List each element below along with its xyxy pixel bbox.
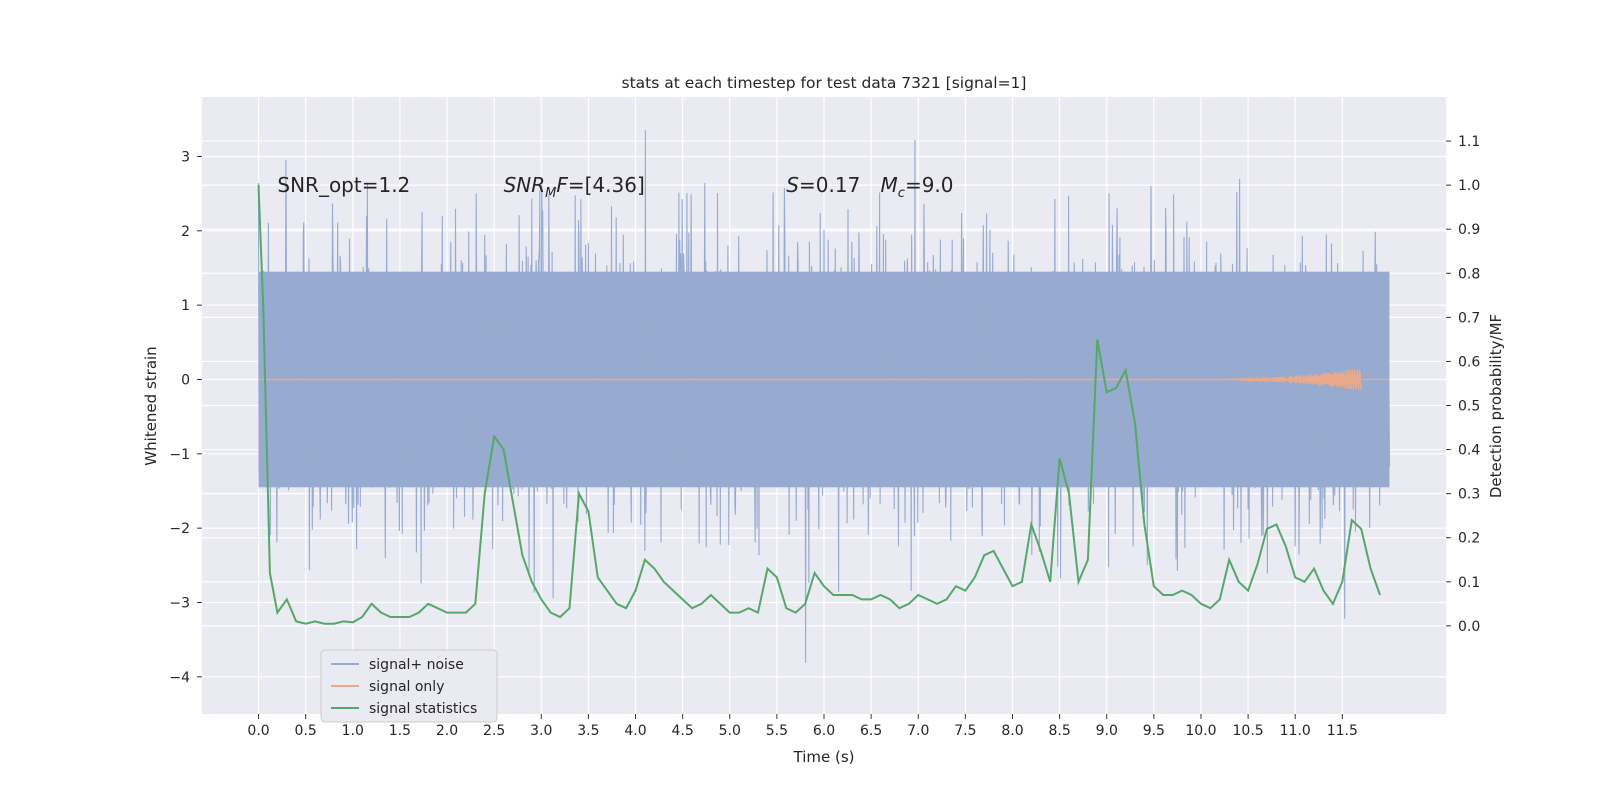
x-tick-label: 7.5 <box>954 723 976 739</box>
y-tick-label: 2 <box>181 224 190 240</box>
x-tick-label: 10.5 <box>1233 723 1264 739</box>
annotation-2: S=0.17 <box>786 173 860 197</box>
y-right-tick-label: 0.9 <box>1458 222 1480 238</box>
annotation-3: Mc=9.0 <box>881 173 954 201</box>
y-axis-label: Whitened strain <box>142 346 160 465</box>
x-tick-label: 8.5 <box>1048 723 1070 739</box>
y-right-axis-ticks: 0.0 0.1 0.2 0.3 0.4 0.5 0.6 0.7 0.8 0.9 1.0 1.1 <box>1446 134 1480 635</box>
y-right-axis-label: Detection probability/MF <box>1487 314 1505 498</box>
x-tick-label: 4.0 <box>624 723 646 739</box>
y-right-tick-label: 1.1 <box>1458 134 1480 150</box>
y-right-tick-label: 0.8 <box>1458 266 1480 282</box>
legend-label: signal statistics <box>369 701 477 717</box>
y-tick-label: −3 <box>169 595 190 611</box>
annotations: SNR_opt=1.2 SNRMF=[4.36] S=0.17 Mc=9.0 <box>277 173 953 201</box>
series-layer <box>257 130 1391 663</box>
y-right-tick-label: 0.6 <box>1458 354 1480 370</box>
x-tick-label: 0.0 <box>247 723 269 739</box>
x-tick-label: 0.5 <box>295 723 317 739</box>
x-tick-label: 6.5 <box>860 723 882 739</box>
x-tick-label: 3.5 <box>577 723 599 739</box>
x-tick-label: 9.0 <box>1096 723 1118 739</box>
statistics-line <box>257 185 1381 625</box>
x-tick-label: 3.0 <box>530 723 552 739</box>
x-tick-label: 2.0 <box>436 723 458 739</box>
x-tick-label: 7.0 <box>907 723 929 739</box>
series-signal-statistics <box>257 185 1381 625</box>
x-tick-label: 1.5 <box>389 723 411 739</box>
x-tick-label: 10.0 <box>1185 723 1216 739</box>
y-right-tick-label: 0.2 <box>1458 531 1480 547</box>
x-tick-label: 9.5 <box>1143 723 1165 739</box>
y-axis-ticks: −4 −3 −2 −1 0 1 2 3 <box>169 149 202 686</box>
y-right-tick-label: 0.1 <box>1458 575 1480 591</box>
x-tick-label: 6.0 <box>813 723 835 739</box>
x-tick-label: 11.5 <box>1327 723 1358 739</box>
annotation-1: SNRMF=[4.36] <box>504 173 645 201</box>
y-tick-label: −4 <box>169 670 190 686</box>
x-axis-label: Time (s) <box>793 748 855 766</box>
y-tick-label: −1 <box>169 447 190 463</box>
legend: signal+ noise signal only signal statistic… <box>320 649 498 723</box>
y-tick-label: 0 <box>181 372 190 388</box>
x-tick-label: 1.0 <box>342 723 364 739</box>
x-tick-label: 5.0 <box>719 723 741 739</box>
legend-label: signal+ noise <box>369 657 464 673</box>
chart-title: stats at each timestep for test data 732… <box>622 74 1027 92</box>
x-tick-label: 5.5 <box>766 723 788 739</box>
x-tick-label: 2.5 <box>483 723 505 739</box>
y-tick-label: 1 <box>181 298 190 314</box>
x-tick-label: 4.5 <box>672 723 694 739</box>
y-right-tick-label: 1.0 <box>1458 178 1480 194</box>
y-tick-label: 3 <box>181 149 190 165</box>
y-right-tick-label: 0.7 <box>1458 310 1480 326</box>
y-right-tick-label: 0.3 <box>1458 487 1480 503</box>
legend-box <box>320 649 498 723</box>
y-tick-label: −2 <box>169 521 190 537</box>
legend-label: signal only <box>369 679 444 695</box>
y-right-tick-label: 0.4 <box>1458 443 1480 459</box>
signal-trace <box>258 369 1362 391</box>
noise-trace <box>257 130 1391 663</box>
x-tick-label: 8.0 <box>1001 723 1023 739</box>
x-tick-label: 11.0 <box>1280 723 1311 739</box>
y-right-tick-label: 0.5 <box>1458 399 1480 415</box>
series-signal-only <box>258 369 1390 391</box>
y-right-tick-label: 0.0 <box>1458 619 1480 635</box>
annotation-0: SNR_opt=1.2 <box>277 173 410 197</box>
x-axis-ticks: 0.0 0.5 1.0 1.5 2.0 2.5 3.0 3.5 4.0 4.5 5.0 5.5 6.0 6… <box>247 714 1358 739</box>
